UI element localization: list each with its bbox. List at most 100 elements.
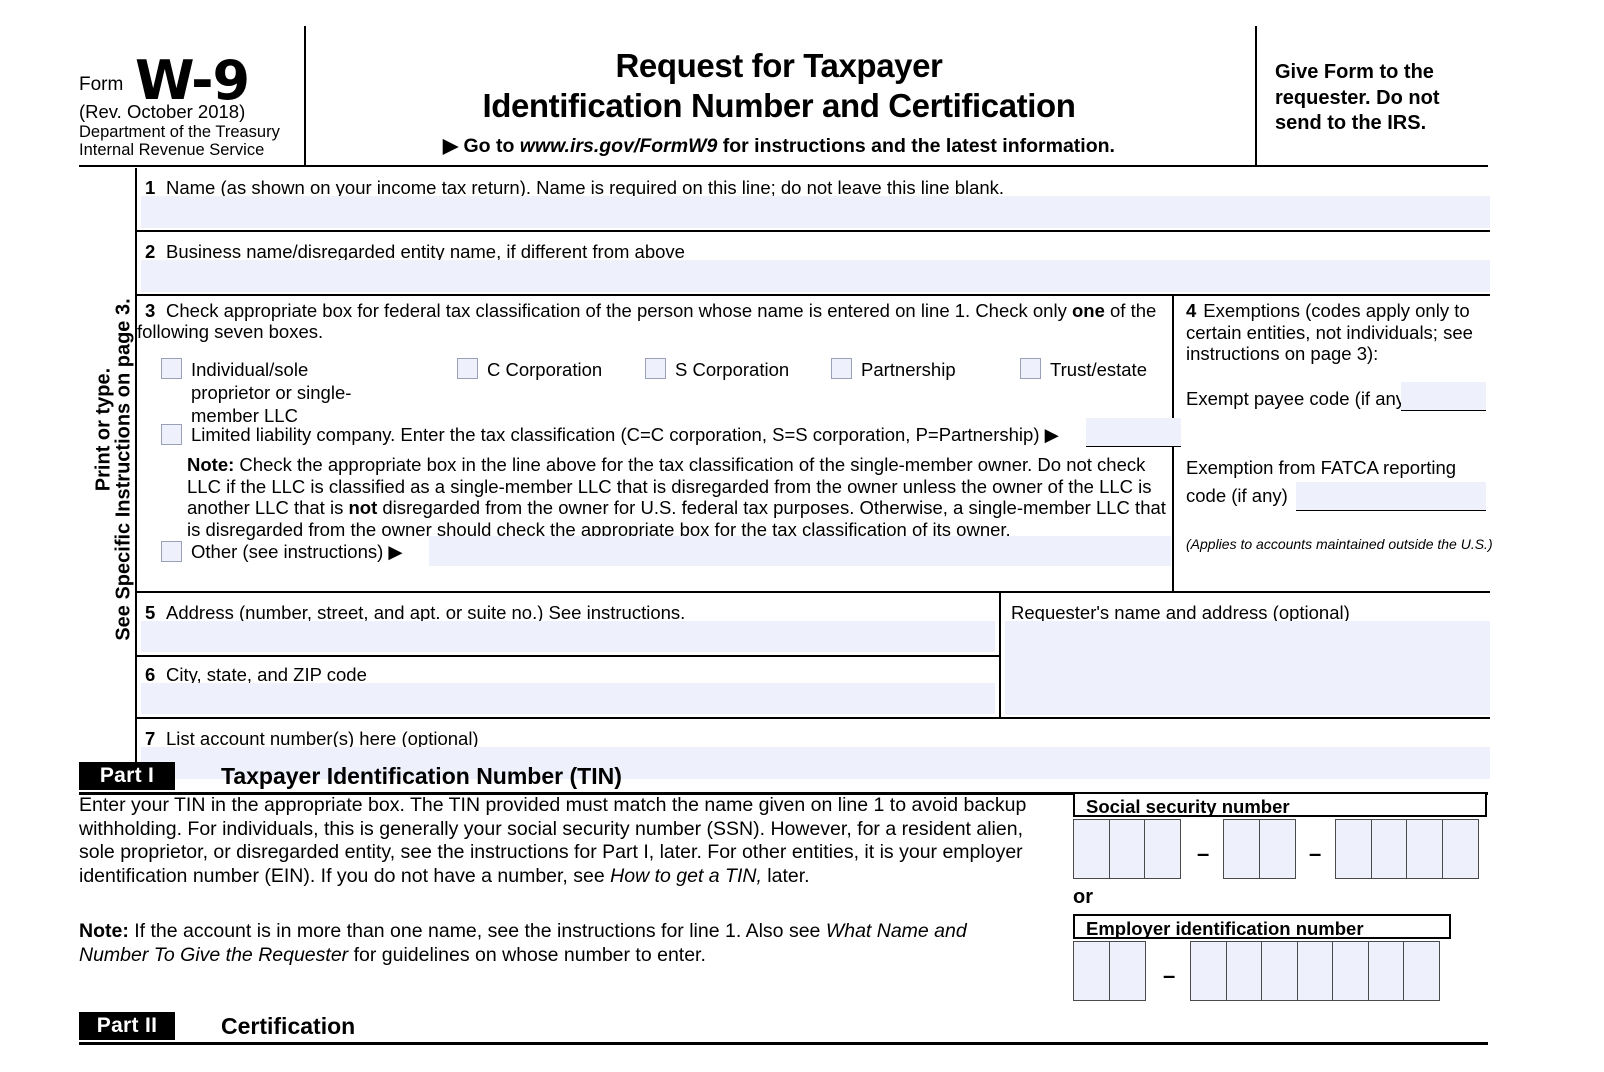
header-divider-left <box>304 26 306 166</box>
ein-group-1[interactable] <box>1073 941 1146 1001</box>
ein-digit-cell[interactable] <box>1332 941 1369 1001</box>
llc-note-text-2: disregarded from the owner for U.S. fede… <box>187 497 1166 540</box>
issuing-agency: Department of the Treasury Internal Reve… <box>79 123 280 159</box>
checkbox-icon-partnership[interactable] <box>831 358 852 379</box>
exemptions-title-wrap: 4 Exemptions (codes apply only to certain… <box>1186 300 1496 365</box>
ssn-cells[interactable]: – – <box>1073 819 1487 879</box>
ssn-digit-cell[interactable] <box>1108 819 1146 879</box>
ein-group-2[interactable] <box>1190 941 1440 1001</box>
part-2-header: Part II Certification <box>79 1012 1488 1045</box>
requester-label: Requester's name and address (optional) <box>1011 602 1350 623</box>
ein-digit-cell[interactable] <box>1190 941 1227 1001</box>
line-1-label: Name (as shown on your income tax return… <box>166 177 1005 198</box>
checkbox-label-trust-estate: Trust/estate <box>1050 359 1147 380</box>
line-2-label: Business name/disregarded entity name, i… <box>166 241 685 262</box>
checkbox-icon-s-corporation[interactable] <box>645 358 666 379</box>
ssn-digit-cell[interactable] <box>1223 819 1260 879</box>
form-header: Form W-9 (Rev. October 2018) Department … <box>79 26 1488 166</box>
tin-note-italic: What Name and Number To Give the Request… <box>79 920 967 966</box>
ein-digit-cell[interactable] <box>1367 941 1405 1001</box>
other-classification-input[interactable] <box>429 536 1171 566</box>
tin-instructions-end: later. <box>761 864 810 887</box>
header-divider-right <box>1255 26 1257 166</box>
goto-suffix: for instructions and the latest informat… <box>717 135 1115 157</box>
ssn-digit-cell[interactable] <box>1406 819 1443 879</box>
goto-prefix: ▶ Go to <box>443 135 520 157</box>
ein-digit-cell[interactable] <box>1261 941 1298 1001</box>
ssn-digit-cell[interactable] <box>1335 819 1372 879</box>
ssn-group-2[interactable] <box>1223 819 1296 879</box>
other-classification-row: Other (see instructions) ▶ <box>161 536 1171 566</box>
ssn-digit-cell[interactable] <box>1144 819 1181 879</box>
requester-input[interactable] <box>1005 621 1490 715</box>
tin-note-text: If the account is in more than one name,… <box>128 920 826 942</box>
checkbox-individual-sole-proprietor[interactable]: Individual/sole proprietor or single-mem… <box>161 358 411 427</box>
ssn-digit-cell[interactable] <box>1073 819 1110 879</box>
checkbox-label-s-corporation: S Corporation <box>675 359 790 380</box>
ein-digit-cell[interactable] <box>1108 941 1146 1001</box>
address-block: 5 Address (number, street, and apt. or su… <box>137 593 1001 717</box>
checkbox-s-corporation[interactable]: S Corporation <box>645 358 789 381</box>
fatca-applies-note: (Applies to accounts maintained outside … <box>1186 536 1493 552</box>
tin-note-label: Note: <box>79 920 129 942</box>
llc-note-text-1: Check the appropriate box in the line ab… <box>187 454 1152 518</box>
page-title-line1: Request for Taxpayer <box>615 47 943 84</box>
other-label: Other (see instructions) ▶ <box>191 541 403 562</box>
checkbox-c-corporation[interactable]: C Corporation <box>457 358 602 381</box>
llc-note-emphasis: not <box>348 497 378 518</box>
ssn-digit-cell[interactable] <box>1370 819 1408 879</box>
ssn-group-1[interactable] <box>1073 819 1181 879</box>
tin-instructions-italic: How to get a TIN, <box>610 864 762 887</box>
line-7-label-wrap: 7 List account number(s) here (optional) <box>137 723 479 750</box>
exempt-payee-code-label: Exempt payee code (if any) <box>1186 388 1412 409</box>
ssn-digit-cell[interactable] <box>1441 819 1479 879</box>
tin-instructions-paragraph: Enter your TIN in the appropriate box. T… <box>79 794 1039 888</box>
line-6-input[interactable] <box>141 683 995 714</box>
fatca-code-label: Exemption from FATCA reporting code (if … <box>1186 454 1496 510</box>
line-2-number: 2 <box>145 241 156 262</box>
ssn-group-3[interactable] <box>1335 819 1479 879</box>
line-6-number: 6 <box>145 664 156 685</box>
form-number: W-9 <box>135 49 250 112</box>
form-identity-block: Form W-9 (Rev. October 2018) Department … <box>79 26 304 166</box>
line-7-input[interactable] <box>141 747 1490 779</box>
line-6-row: 6 City, state, and ZIP code <box>137 655 999 717</box>
checkbox-icon-other[interactable] <box>161 541 182 562</box>
line-2-input[interactable] <box>141 260 1490 292</box>
ein-digit-cell[interactable] <box>1296 941 1334 1001</box>
ein-label: Employer identification number <box>1073 914 1451 939</box>
checkbox-trust-estate[interactable]: Trust/estate <box>1020 358 1147 381</box>
line-7-number: 7 <box>145 728 156 749</box>
part-1-title: Taxpayer Identification Number (TIN) <box>221 763 622 789</box>
ssn-digit-cell[interactable] <box>1258 819 1296 879</box>
dept-treasury-line: Department of the Treasury <box>79 123 280 141</box>
line-5-label-wrap: 5 Address (number, street, and apt. or su… <box>137 597 685 624</box>
fatca-code-input[interactable] <box>1296 482 1486 511</box>
line-5-row: 5 Address (number, street, and apt. or su… <box>137 593 999 657</box>
checkbox-partnership[interactable]: Partnership <box>831 358 956 381</box>
line-5-number: 5 <box>145 602 156 623</box>
give-form-notice: Give Form to the requester. Do not send … <box>1275 61 1440 134</box>
line-1-number: 1 <box>145 177 156 198</box>
llc-note: Note: Check the appropriate box in the l… <box>187 454 1172 540</box>
checkbox-icon-c-corporation[interactable] <box>457 358 478 379</box>
ein-digit-cell[interactable] <box>1225 941 1263 1001</box>
checkbox-icon-individual[interactable] <box>161 358 182 379</box>
checkbox-icon-llc[interactable] <box>161 424 182 445</box>
fatca-label-line2: code (if any) <box>1186 485 1288 506</box>
ein-digit-cell[interactable] <box>1403 941 1440 1001</box>
ein-digit-cell[interactable] <box>1073 941 1110 1001</box>
ein-block: Employer identification number – <box>1073 914 1451 1001</box>
ein-cells[interactable]: – <box>1073 941 1451 1001</box>
line-1-label-wrap: 1 Name (as shown on your income tax retur… <box>137 172 1004 199</box>
exempt-payee-code-input[interactable] <box>1401 382 1486 411</box>
checkbox-icon-trust-estate[interactable] <box>1020 358 1041 379</box>
line-7-row: 7 List account number(s) here (optional) <box>137 719 1490 781</box>
llc-classification-input[interactable] <box>1086 418 1181 447</box>
ssn-dash-1: – <box>1197 841 1210 866</box>
line-5-input[interactable] <box>141 621 995 652</box>
fatca-label-line1: Exemption from FATCA reporting <box>1186 457 1457 478</box>
line-1-input[interactable] <box>141 196 1490 228</box>
irs-url-link[interactable]: www.irs.gov/FormW9 <box>519 135 718 157</box>
llc-label: Limited liability company. Enter the tax… <box>191 424 1059 445</box>
